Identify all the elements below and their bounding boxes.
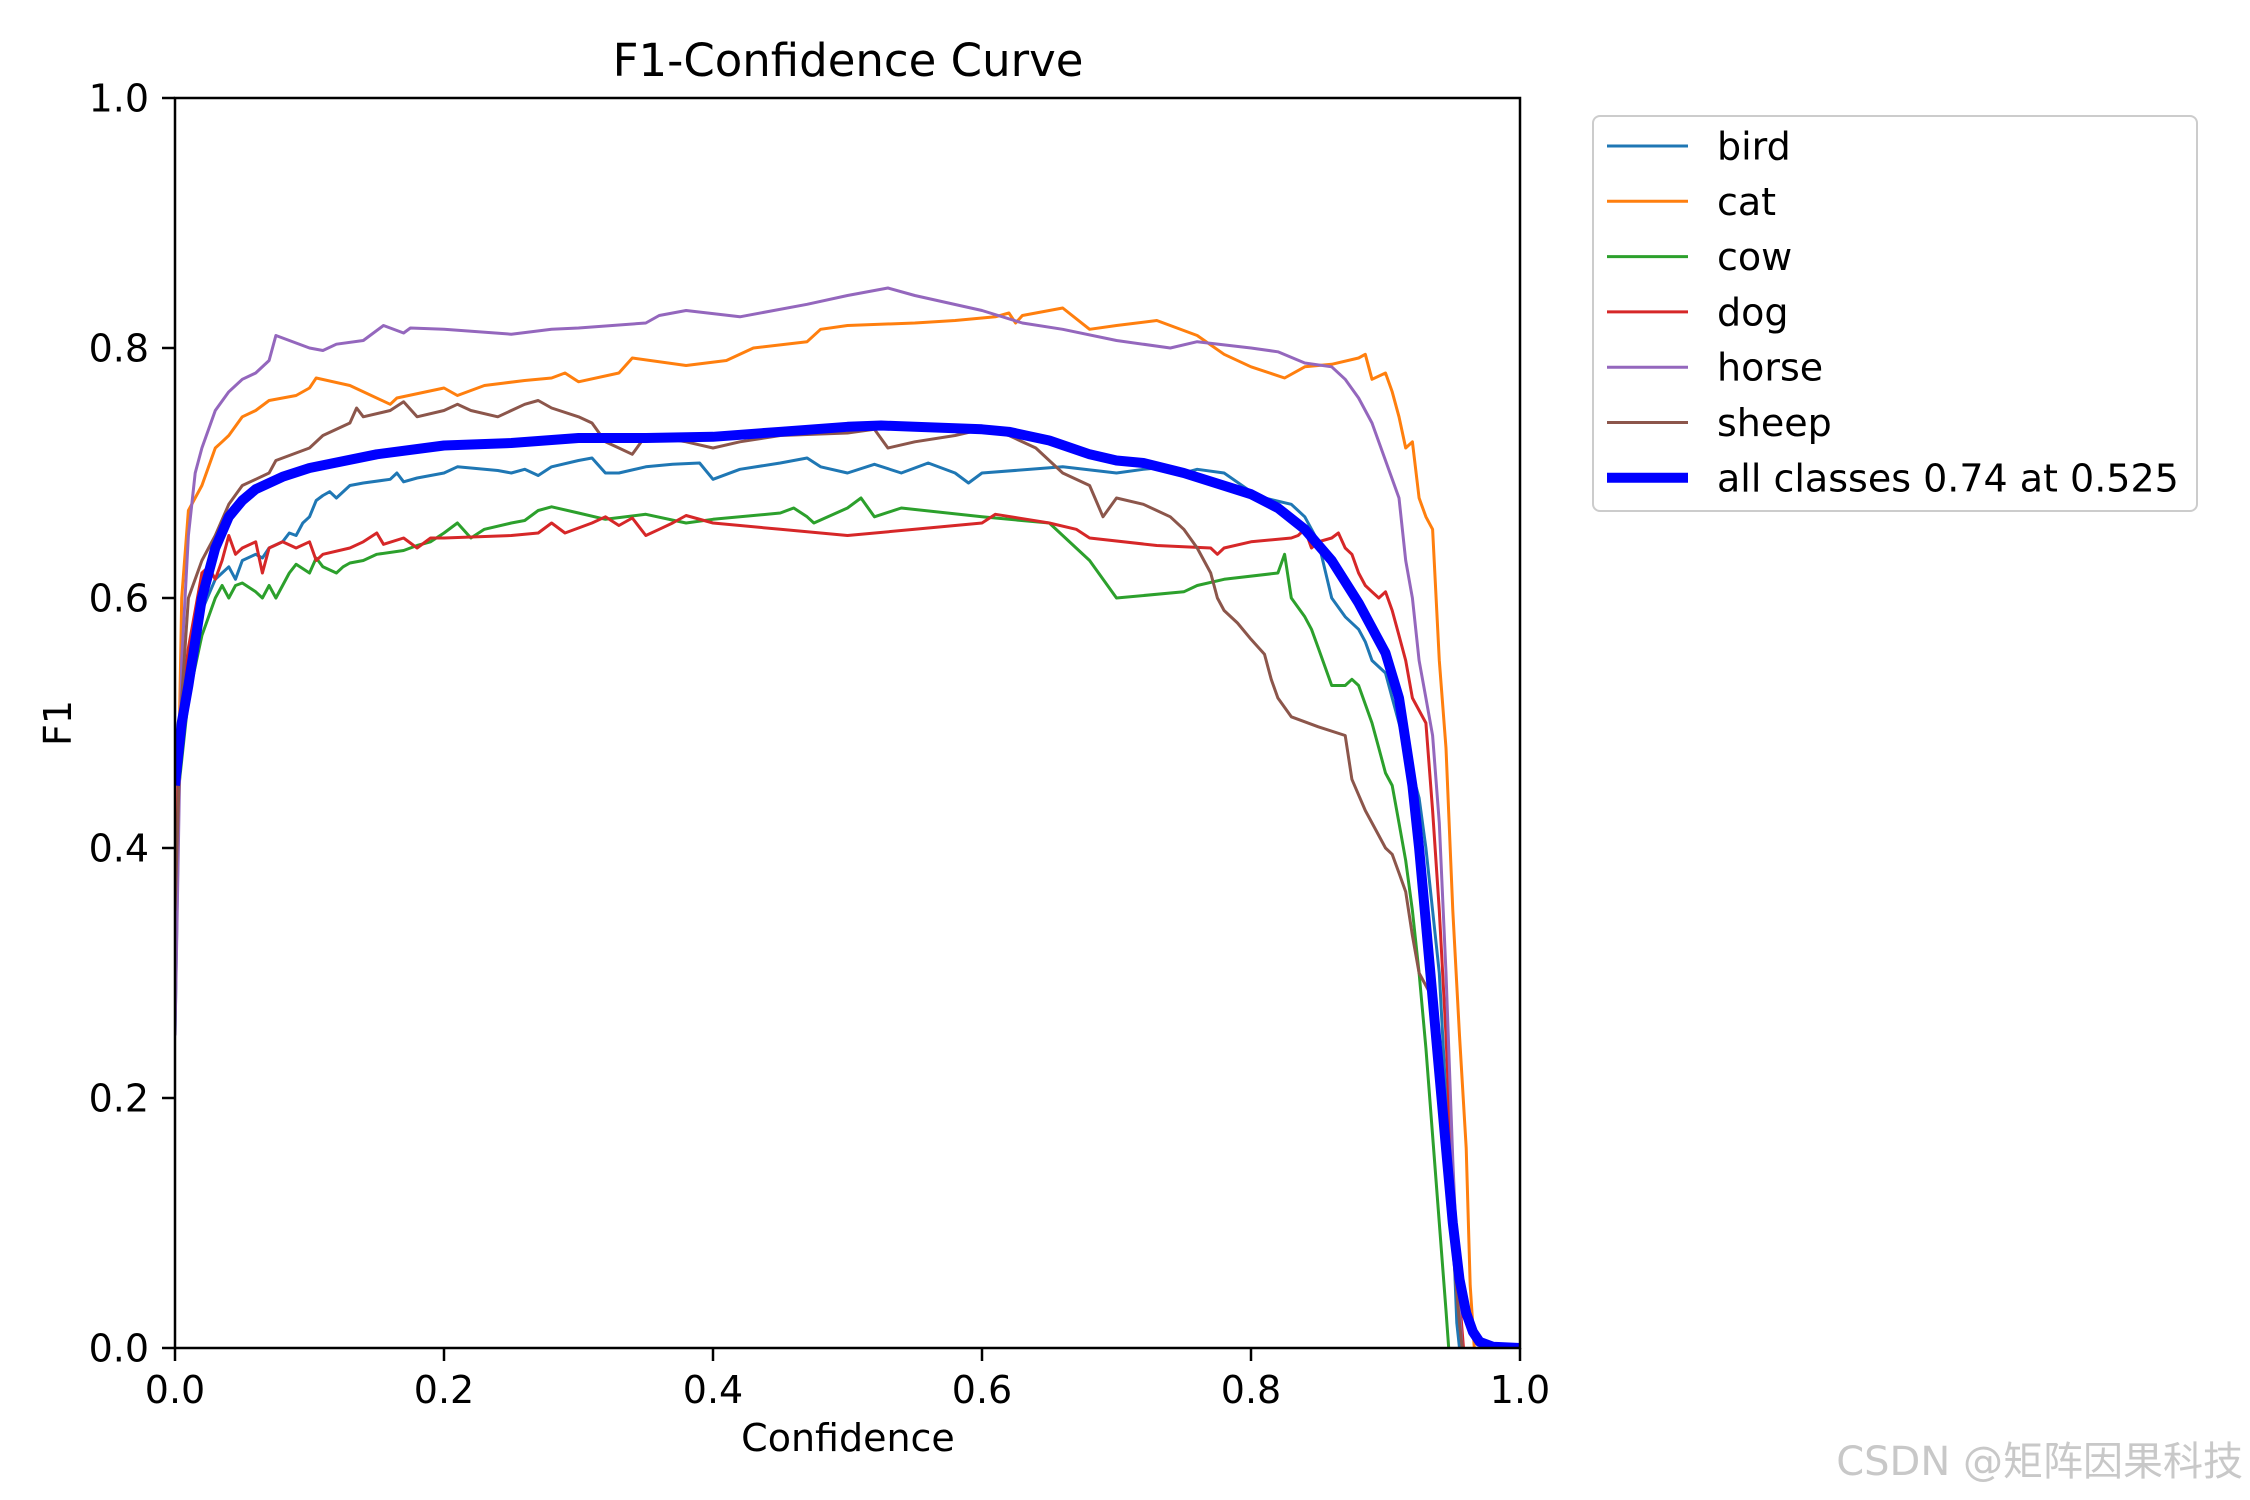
x-tick-label: 0.6 — [952, 1368, 1012, 1412]
y-tick-label: 0.2 — [89, 1077, 149, 1121]
y-tick-label: 0.6 — [89, 577, 149, 621]
legend-label: dog — [1717, 290, 1789, 334]
x-tick-label: 0.4 — [683, 1368, 743, 1412]
legend-entry-all-classes-0-74-at-0-525: all classes 0.74 at 0.525 — [1607, 456, 2179, 500]
legend-label: cow — [1717, 235, 1792, 279]
legend-label: all classes 0.74 at 0.525 — [1717, 456, 2179, 500]
legend-entry-cow: cow — [1607, 235, 1792, 279]
legend: bird cat cow dog horse sheep all classes 0.74 … — [1592, 115, 2198, 512]
axis-ticks: 0.0 0.2 0.4 0.6 0.8 1.0 0.0 0.2 0.4 0.6 0.8 1.0 — [89, 77, 1551, 1413]
watermark: CSDN @矩阵因果科技 — [1836, 1439, 2243, 1485]
y-tick-label: 0.4 — [89, 827, 149, 871]
y-tick-label: 0.0 — [89, 1327, 149, 1371]
legend-entry-bird: bird — [1607, 125, 1791, 169]
legend-label: horse — [1717, 346, 1823, 390]
y-axis-label: F1 — [36, 700, 80, 746]
series-line-sheep — [175, 399, 1464, 1348]
legend-label: bird — [1717, 125, 1791, 169]
x-tick-label: 1.0 — [1490, 1368, 1550, 1412]
series-line-cat — [175, 306, 1476, 1348]
series-line-horse — [175, 286, 1464, 1348]
x-axis-label: Confidence — [741, 1416, 955, 1460]
series-line-dog — [175, 512, 1465, 1348]
legend-label: sheep — [1717, 401, 1832, 445]
legend-frame — [1592, 115, 2198, 512]
plot-frame — [173, 96, 1522, 1350]
plot-area — [175, 98, 1520, 1348]
legend-label: cat — [1717, 180, 1776, 224]
chart-title: F1-Confidence Curve — [613, 34, 1084, 87]
x-tick-label: 0.0 — [145, 1368, 205, 1412]
series-line-bird — [175, 456, 1461, 1348]
legend-entry-horse: horse — [1607, 346, 1823, 390]
series-line-all-classes-0-74-at-0-525 — [175, 420, 1520, 1348]
series-layer — [175, 286, 1520, 1348]
x-tick-label: 0.2 — [414, 1368, 474, 1412]
legend-entry-dog: dog — [1607, 290, 1789, 334]
series-line-cow — [175, 496, 1451, 1348]
legend-entry-cat: cat — [1607, 180, 1776, 224]
x-tick-label: 0.8 — [1221, 1368, 1281, 1412]
legend-entry-sheep: sheep — [1607, 401, 1832, 445]
y-tick-label: 0.8 — [89, 327, 149, 371]
y-tick-label: 1.0 — [89, 77, 149, 121]
